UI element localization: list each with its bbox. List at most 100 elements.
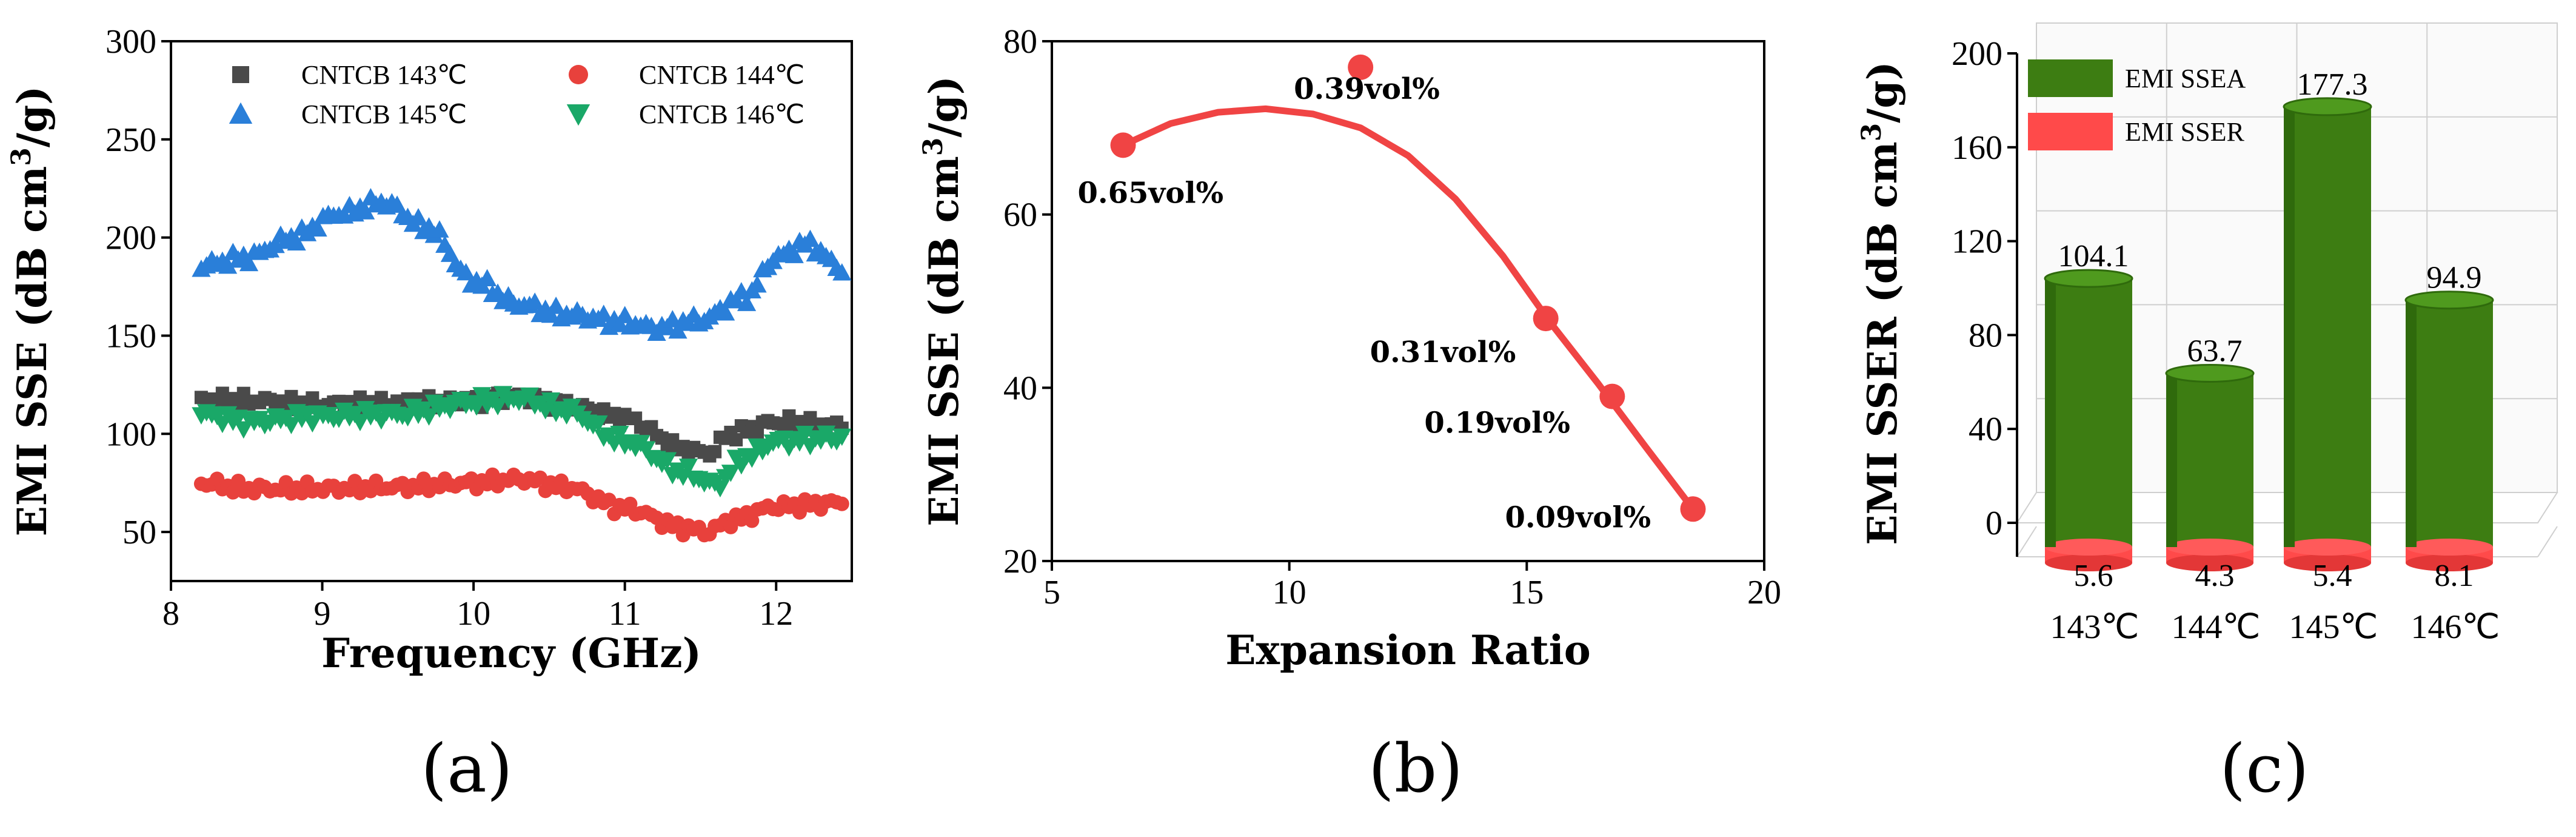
data-point [785,246,804,263]
plot-frame-b [1051,40,1765,562]
panel-c: 0 40 80 120 160 200 EMI SSER (dB cm3/g) 104.1 5.… [1856,22,2558,807]
x-tick-label-c: 145℃ [2289,608,2378,646]
bar-shade [2045,278,2056,547]
data-point [218,256,238,274]
y-tick-label-b: 20 [1003,543,1037,580]
data-point [716,303,735,321]
data-point [834,496,849,511]
bar-ssea-top [2404,291,2494,310]
data-point [472,387,492,405]
y-tick-label-a: 50 [122,514,156,551]
data-point [832,263,852,281]
legend-label-ssea: EMI SSEA [2125,64,2246,93]
panel-label-a: (a) [421,730,512,807]
legend-marker-a [569,65,588,84]
data-point [742,450,761,468]
data-point [308,219,327,237]
bar-sser-bottom [2284,554,2371,571]
y-axis-title-a-sup: 3 [6,147,37,166]
bar-sser-bottom [2406,554,2493,571]
legend-label-a: CNTCB 146℃ [639,99,805,129]
data-point [1533,306,1559,332]
y-axis-title-b-sup: 3 [918,138,949,156]
data-point [488,398,507,415]
y-axis-title-c-sup: 3 [1856,123,1887,142]
value-label-top: 177.3 [2297,67,2368,102]
panel-a: 8 9 10 11 12 50 100 150 200 250 300 Frequency (GHz)… [6,23,853,807]
bar-sser-top [2284,539,2371,556]
data-point [637,441,656,459]
x-tick-label-a: 9 [314,595,331,633]
series-3-a [192,386,852,498]
bar-ssea [2166,373,2253,547]
legend-label-sser: EMI SSER [2125,117,2244,147]
bar-group: 63.7 4.3 144℃ [2165,334,2261,646]
bar-ssea-top [2044,269,2133,288]
legend-swatch-ssea [2028,59,2113,97]
x-tick-label-c: 146℃ [2411,608,2500,646]
bar-sser-top [2406,539,2493,556]
data-point [610,315,629,332]
bar-ssea [2284,106,2371,547]
y-tick-label-c: 40 [1969,411,2002,448]
data-point [541,305,560,323]
point-label: 0.39vol% [1294,72,1440,106]
data-point [226,485,241,500]
y-tick-label-a: 250 [105,121,156,159]
fit-curve [1120,105,1696,513]
data-point [678,459,698,476]
data-point [236,386,250,400]
data-point [744,513,760,528]
data-point [409,207,428,226]
bar-group: 177.3 5.4 145℃ [2283,67,2378,646]
y-tick-label-a: 150 [105,317,156,355]
panel-b: 5 10 15 20 20 40 60 80 Expansion Ratio EMI SSE (d… [918,23,1781,807]
point-label: 0.65vol% [1078,176,1224,210]
data-point [287,233,306,251]
data-point [729,433,743,447]
value-label-top: 63.7 [2187,334,2243,368]
y-tick-label-a: 300 [105,23,156,61]
value-label-bottom: 5.6 [2074,559,2113,593]
y-axis-title-b: EMI SSE (dB cm3/g) [918,76,968,526]
data-point [594,304,614,322]
floor-side [2016,526,2037,557]
x-tick-label-b: 15 [1510,574,1544,611]
y-axis-title-c: EMI SSER (dB cm3/g) [1856,61,1906,545]
x-tick-label-b: 10 [1273,574,1306,611]
x-tick-label-c: 144℃ [2172,608,2261,646]
value-label-bottom: 4.3 [2195,559,2235,593]
y-tick-label-a: 100 [105,415,156,453]
bar-sser-bottom [2045,554,2132,571]
y-axis-title-b-end: /g) [920,76,968,137]
x-tick-label-a: 11 [609,595,641,633]
panel-label-c: (c) [2220,730,2309,807]
point-label: 0.09vol% [1505,500,1651,534]
series-1-a [193,467,849,543]
data-point [554,473,569,488]
value-label-top: 94.9 [2427,261,2482,295]
x-tick-label-b: 20 [1747,574,1781,611]
data-point [726,291,746,309]
legend-marker-a [229,102,253,124]
data-point [284,389,298,403]
bar-ssea-top [2165,363,2255,383]
x-tick-label-a: 12 [759,595,793,633]
y-tick-label-c: 200 [1952,35,2002,73]
data-point [655,431,669,445]
data-point [723,519,738,534]
legend-marker-a [566,104,590,126]
bar-sser-bottom [2166,554,2253,571]
data-point [525,292,544,310]
y-tick-label-b: 60 [1003,197,1037,234]
bar-shade [2284,106,2295,547]
data-point [668,321,687,339]
data-point [792,505,807,520]
y-tick-label-b: 80 [1003,23,1037,61]
bar-ssea-top [2283,97,2372,116]
y-tick-label-c: 120 [1952,223,2002,261]
data-point [353,390,367,404]
data-point [800,229,820,247]
data-point [751,425,764,439]
panel-label-b: (b) [1368,730,1463,807]
